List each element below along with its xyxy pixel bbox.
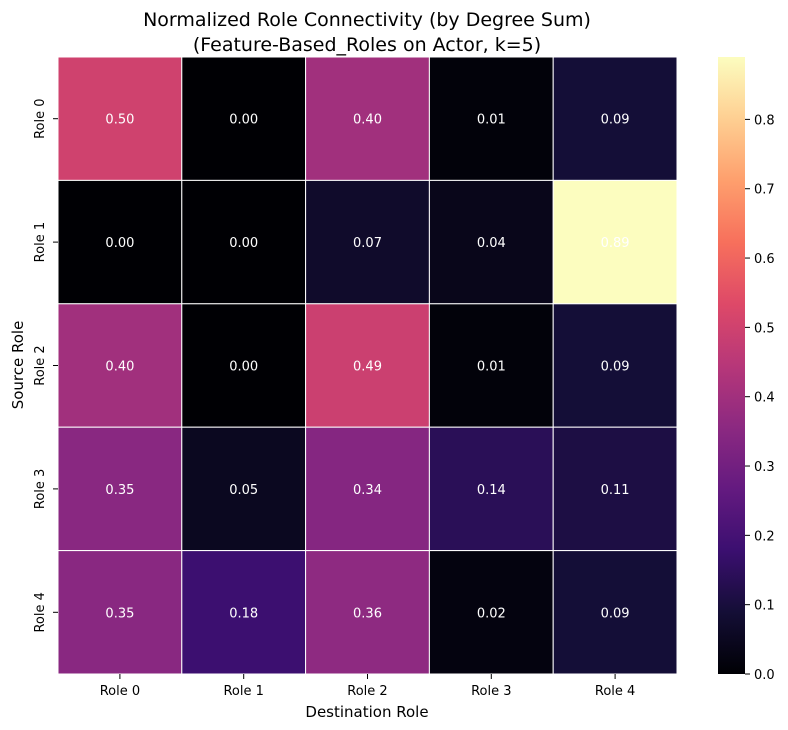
cell-value-label: 0.07 [353, 236, 382, 251]
heatmap-cell [57, 550, 183, 675]
cell-value-label: 0.49 [353, 360, 382, 375]
colorbar-tick-label: 0.7 [754, 183, 775, 198]
cell-value-label: 0.35 [105, 606, 134, 621]
chart-title: Normalized Role Connectivity (by Degree … [143, 9, 591, 31]
cell-value-label: 0.11 [601, 483, 630, 498]
y-tick-label: Role 1 [33, 222, 48, 262]
heatmap-cell [552, 56, 678, 181]
colorbar-ticks: 0.0 0.1 0.2 0.3 0.4 0.5 0.6 0.7 0.8 [745, 113, 775, 683]
heatmap-cell [552, 426, 678, 552]
colorbar: 0.0 0.1 0.2 0.3 0.4 0.5 0.6 0.7 0.8 [718, 57, 775, 683]
cell-value-label: 0.02 [477, 606, 506, 621]
heatmap-cell [181, 426, 307, 552]
heatmap-cell [57, 56, 183, 181]
cell-value-label: 0.35 [105, 483, 134, 498]
cell-value-label: 0.00 [229, 360, 258, 375]
y-tick-label: Role 2 [33, 345, 48, 385]
heatmap-cell [428, 426, 554, 552]
cell-value-label: 0.01 [477, 360, 506, 375]
x-axis-label: Destination Role [305, 703, 428, 721]
y-tick-labels: Role 0 Role 1 Role 2 Role 3 Role 4 [33, 98, 58, 633]
colorbar-tick-label: 0.1 [754, 599, 775, 614]
heatmap-cell [305, 550, 430, 675]
chart-subtitle: (Feature-Based_Roles on Actor, k=5) [193, 34, 541, 56]
x-tick-label: Role 3 [471, 684, 511, 699]
x-tick-label: Role 4 [595, 684, 635, 699]
heatmap-cell [428, 303, 554, 428]
heatmap-cell [181, 550, 307, 675]
cell-value-label: 0.14 [477, 483, 506, 498]
cell-value-label: 0.09 [601, 113, 630, 128]
cell-value-label: 0.09 [601, 360, 630, 375]
cell-value-label: 0.50 [105, 113, 134, 128]
y-tick-label: Role 0 [33, 98, 48, 138]
heatmap-cell [305, 179, 430, 305]
heatmap-cell [305, 426, 430, 552]
heatmap-cells: 0.50 0.00 0.40 0.01 0.09 0.00 0.00 0.07 0.04 0.89… [57, 56, 678, 675]
colorbar-tick-label: 0.6 [754, 252, 775, 267]
cell-value-label: 0.34 [353, 483, 382, 498]
colorbar-gradient [718, 57, 745, 674]
x-tick-label: Role 0 [100, 684, 140, 699]
cell-value-label: 0.40 [105, 360, 134, 375]
x-tick-label: Role 1 [223, 684, 263, 699]
colorbar-tick-label: 0.8 [754, 113, 775, 128]
heatmap-cell [428, 56, 554, 181]
cell-value-label: 0.05 [229, 483, 258, 498]
cell-value-label: 0.01 [477, 113, 506, 128]
y-tick-label: Role 3 [33, 469, 48, 509]
cell-value-label: 0.00 [229, 236, 258, 251]
x-tick-label: Role 2 [347, 684, 387, 699]
cell-value-label: 0.40 [353, 113, 382, 128]
cell-value-label: 0.18 [229, 606, 258, 621]
y-tick-label: Role 4 [33, 592, 48, 632]
heatmap-cell [552, 550, 678, 675]
colorbar-tick-label: 0.4 [754, 391, 775, 406]
colorbar-tick-label: 0.5 [754, 321, 775, 336]
cell-value-label: 0.00 [105, 236, 134, 251]
x-tick-labels: Role 0 Role 1 Role 2 Role 3 Role 4 [100, 674, 635, 699]
y-axis-label: Source Role [9, 321, 27, 410]
heatmap-cell [552, 179, 678, 305]
colorbar-tick-label: 0.0 [754, 668, 775, 683]
heatmap-cell [181, 303, 307, 428]
cell-value-label: 0.36 [353, 606, 382, 621]
cell-value-label: 0.09 [601, 606, 630, 621]
heatmap-cell [305, 303, 430, 428]
heatmap-cell [552, 303, 678, 428]
heatmap-cell [57, 179, 183, 305]
cell-value-label: 0.04 [477, 236, 506, 251]
colorbar-tick-label: 0.2 [754, 529, 775, 544]
cell-value-label: 0.00 [229, 113, 258, 128]
heatmap-cell [181, 56, 307, 181]
cell-value-label: 0.89 [601, 236, 630, 251]
heatmap-cell [305, 56, 430, 181]
colorbar-tick-label: 0.3 [754, 460, 775, 475]
